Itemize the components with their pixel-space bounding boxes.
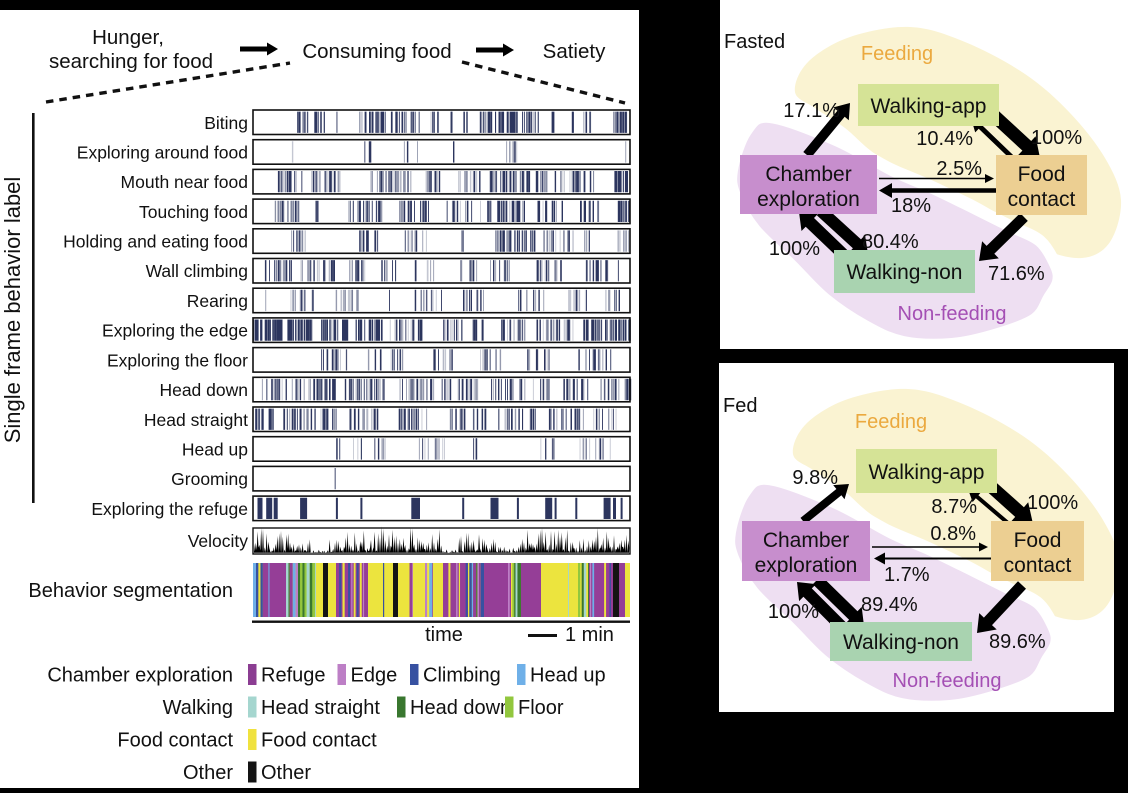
svg-text:10.4%: 10.4% (916, 128, 973, 150)
svg-text:Other: Other (261, 762, 311, 784)
svg-text:Exploring around food: Exploring around food (77, 142, 248, 162)
svg-text:Food contact: Food contact (117, 730, 233, 752)
svg-text:100%: 100% (1027, 492, 1078, 514)
svg-text:Touching food: Touching food (139, 202, 248, 222)
svg-text:Refuge: Refuge (261, 665, 326, 687)
svg-text:contact: contact (1008, 188, 1076, 211)
svg-text:100%: 100% (769, 238, 820, 260)
svg-text:17.1%: 17.1% (783, 100, 840, 122)
svg-text:Hunger,: Hunger, (92, 26, 164, 49)
svg-text:89.6%: 89.6% (989, 631, 1046, 653)
svg-text:89.4%: 89.4% (861, 594, 918, 616)
svg-text:Consuming food: Consuming food (302, 40, 451, 63)
svg-text:2.5%: 2.5% (936, 158, 982, 180)
svg-text:Head straight: Head straight (144, 410, 248, 430)
svg-text:Feeding: Feeding (855, 411, 927, 433)
svg-text:8.7%: 8.7% (931, 496, 977, 518)
svg-text:Velocity: Velocity (188, 531, 249, 551)
svg-text:Chamber: Chamber (763, 529, 849, 552)
svg-text:Floor: Floor (518, 697, 564, 719)
svg-text:Holding and eating food: Holding and eating food (63, 232, 248, 252)
svg-text:71.6%: 71.6% (988, 263, 1045, 285)
svg-text:Head up: Head up (530, 665, 606, 687)
svg-text:Rearing: Rearing (187, 291, 248, 311)
svg-text:Grooming: Grooming (171, 469, 248, 489)
svg-text:100%: 100% (768, 601, 819, 623)
svg-text:contact: contact (1004, 554, 1072, 577)
svg-text:Head straight: Head straight (261, 697, 380, 719)
svg-text:100%: 100% (1031, 127, 1082, 149)
svg-text:1.7%: 1.7% (884, 564, 930, 586)
svg-text:Chamber exploration: Chamber exploration (47, 665, 233, 687)
svg-text:Wall climbing: Wall climbing (146, 261, 248, 281)
svg-text:18%: 18% (891, 195, 931, 217)
svg-text:searching for food: searching for food (49, 50, 213, 73)
svg-text:Other: Other (183, 762, 233, 784)
svg-text:Feeding: Feeding (861, 43, 933, 65)
svg-text:Fasted: Fasted (724, 31, 785, 53)
svg-text:Non-feeding: Non-feeding (893, 670, 1002, 692)
svg-text:Walking-non: Walking-non (847, 261, 963, 284)
svg-text:Behavior segmentation: Behavior segmentation (28, 580, 233, 602)
svg-text:Walking-app: Walking-app (871, 95, 987, 118)
svg-text:exploration: exploration (755, 554, 858, 577)
svg-text:Exploring the floor: Exploring the floor (107, 350, 248, 370)
svg-text:Walking-non: Walking-non (843, 631, 959, 654)
svg-text:80.4%: 80.4% (862, 231, 919, 253)
svg-text:Single frame behavior label: Single frame behavior label (0, 177, 25, 444)
svg-text:Walking: Walking (163, 697, 233, 719)
svg-text:9.8%: 9.8% (792, 467, 838, 489)
svg-text:Head down: Head down (159, 380, 248, 400)
svg-text:Mouth near food: Mouth near food (121, 172, 248, 192)
svg-text:Satiety: Satiety (543, 40, 606, 63)
svg-text:Head down: Head down (410, 697, 511, 719)
svg-text:Chamber: Chamber (765, 163, 851, 186)
svg-text:Food: Food (1018, 163, 1066, 186)
svg-text:Biting: Biting (204, 113, 248, 133)
svg-text:Climbing: Climbing (423, 665, 501, 687)
svg-text:Exploring the edge: Exploring the edge (102, 321, 248, 341)
svg-text:Walking-app: Walking-app (869, 461, 985, 484)
svg-text:Food: Food (1014, 529, 1062, 552)
svg-text:0.8%: 0.8% (930, 523, 976, 545)
svg-text:exploration: exploration (757, 188, 860, 211)
svg-text:Non-feeding: Non-feeding (898, 303, 1007, 325)
svg-text:Food contact: Food contact (261, 730, 377, 752)
svg-text:1 min: 1 min (565, 624, 614, 646)
svg-text:Edge: Edge (351, 665, 398, 687)
svg-text:Head up: Head up (182, 439, 248, 459)
svg-text:Exploring the refuge: Exploring the refuge (91, 499, 248, 519)
svg-text:Fed: Fed (723, 395, 757, 417)
svg-text:time: time (425, 624, 463, 646)
